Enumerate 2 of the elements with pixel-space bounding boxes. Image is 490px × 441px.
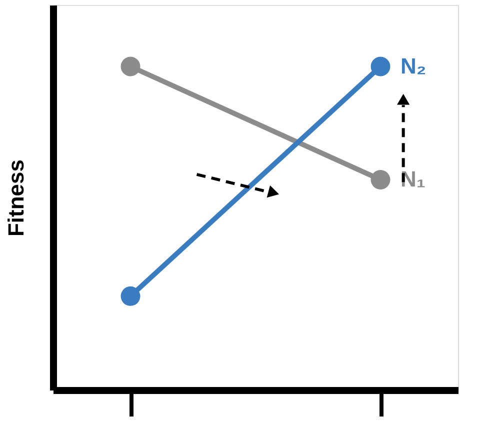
y-axis-title: Fitness (4, 159, 28, 237)
series-label: N₂ (400, 53, 426, 78)
